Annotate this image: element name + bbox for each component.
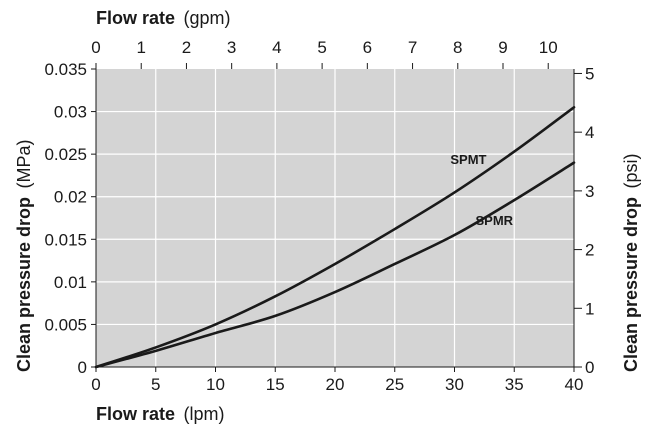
y-left-tick-label: 0.005 [44,315,87,334]
x-top-tick-label: 6 [363,38,372,57]
x-bottom-tick-label: 30 [445,375,464,394]
x-top-tick-label: 2 [182,38,191,57]
x-bottom-tick-label: 25 [385,375,404,394]
series-lines: SPMT SPMR [94,106,576,369]
y-left-tick-label: 0.035 [44,60,87,79]
x-top-tick-label: 10 [539,38,558,57]
x-top-tick-label: 9 [498,38,507,57]
y-right-axis-title-main: Clean pressure drop [621,197,641,372]
y-right-tick-label: 0 [585,358,594,377]
y-left-tick-label: 0.025 [44,145,87,164]
x-top-tick-label: 1 [136,38,145,57]
y-left-axis-title: Clean pressure drop (MPa) [14,139,34,372]
series-label-spmr: SPMR [476,213,514,228]
y-right-tick-label: 3 [585,182,594,201]
x-bottom-tick-label: 10 [206,375,225,394]
grid-lines [96,69,574,367]
x-bottom-axis-title-unit: (lpm) [183,404,224,424]
y-left-axis-title-main: Clean pressure drop [14,197,34,372]
x-top-axis-title: Flow rate (gpm) [96,8,230,28]
y-right-axis-title: Clean pressure drop (psi) [621,153,641,372]
x-bottom-tick-label: 0 [91,375,100,394]
x-top-tick-label: 5 [317,38,326,57]
x-bottom-axis-title: Flow rate (lpm) [96,404,224,424]
x-bottom-tick-label: 40 [565,375,584,394]
y-left-tick-label: 0.01 [54,273,87,292]
x-top-axis-title-main: Flow rate [96,8,175,28]
series-label-spmt: SPMT [450,152,486,167]
y-right-tick-label: 1 [585,299,594,318]
y-left-tick-label: 0.02 [54,188,87,207]
x-bottom-axis-title-main: Flow rate [96,404,175,424]
axes: 0 5 10 15 20 25 30 35 400 1 2 3 4 5 6 7 8 9 1000.0050.010.… [44,38,594,394]
x-top-axis-title-unit: (gpm) [183,8,230,28]
y-left-tick-label: 0 [78,358,87,377]
series-line-spmr [94,161,576,369]
x-top-tick-label: 0 [91,38,100,57]
x-top-tick-label: 8 [453,38,462,57]
y-left-tick-label: 0.015 [44,230,87,249]
x-bottom-tick-label: 15 [266,375,285,394]
y-left-axis-title-unit: (MPa) [14,139,34,188]
y-right-tick-label: 5 [585,64,594,83]
x-bottom-tick-label: 20 [326,375,345,394]
y-right-axis-title-unit: (psi) [621,153,641,188]
y-right-tick-label: 4 [585,123,594,142]
x-top-tick-label: 3 [227,38,236,57]
x-bottom-tick-label: 5 [151,375,160,394]
x-bottom-tick-label: 35 [505,375,524,394]
x-top-tick-label: 7 [408,38,417,57]
y-right-tick-label: 2 [585,241,594,260]
x-top-tick-label: 4 [272,38,281,57]
series-line-spmt [94,106,576,369]
y-left-tick-label: 0.03 [54,103,87,122]
